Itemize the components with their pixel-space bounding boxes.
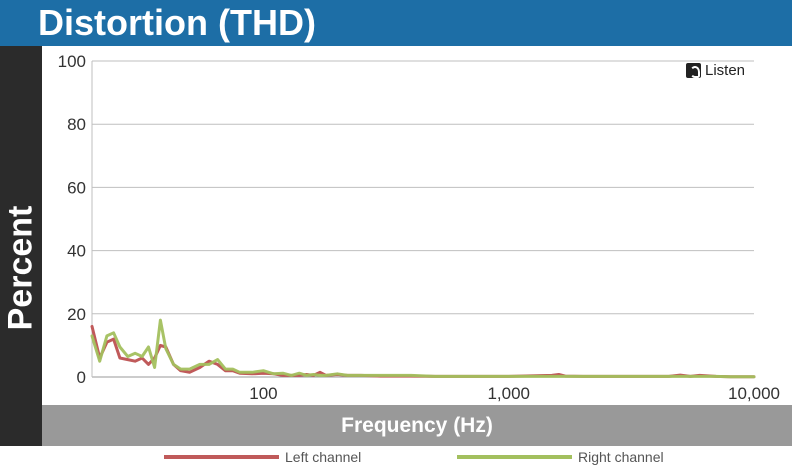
chart-plot: 0 20 40 60 80 100 100 1,000 10,000	[58, 52, 780, 403]
y-axis-label-bar: Percent	[0, 46, 42, 446]
listen-logo-text: Listen	[705, 62, 746, 79]
y-tick-label-20: 20	[67, 305, 86, 324]
legend: Left channel Right channel	[0, 446, 792, 466]
y-tick-label-60: 60	[67, 178, 86, 197]
listen-logo-icon	[686, 63, 701, 78]
y-tick-label-0: 0	[77, 368, 86, 387]
legend-swatch-left	[164, 455, 279, 459]
chart-title: Distortion (THD)	[38, 2, 316, 43]
x-axis-label: Frequency (Hz)	[341, 414, 493, 437]
title-bar: Distortion (THD)	[0, 0, 792, 46]
series-line-right-channel	[90, 318, 756, 379]
y-tick-label-40: 40	[67, 242, 86, 261]
legend-swatch-right	[457, 455, 572, 459]
x-tick-label-10000: 10,000	[728, 384, 780, 403]
x-tick-label-100: 100	[249, 384, 277, 403]
legend-label-right: Right channel	[578, 449, 664, 465]
legend-label-left: Left channel	[285, 449, 362, 465]
y-tick-label-100: 100	[58, 52, 86, 71]
x-tick-label-1000: 1,000	[487, 384, 530, 403]
x-axis-label-bar: Frequency (Hz)	[42, 405, 792, 446]
y-tick-label-80: 80	[67, 115, 86, 134]
